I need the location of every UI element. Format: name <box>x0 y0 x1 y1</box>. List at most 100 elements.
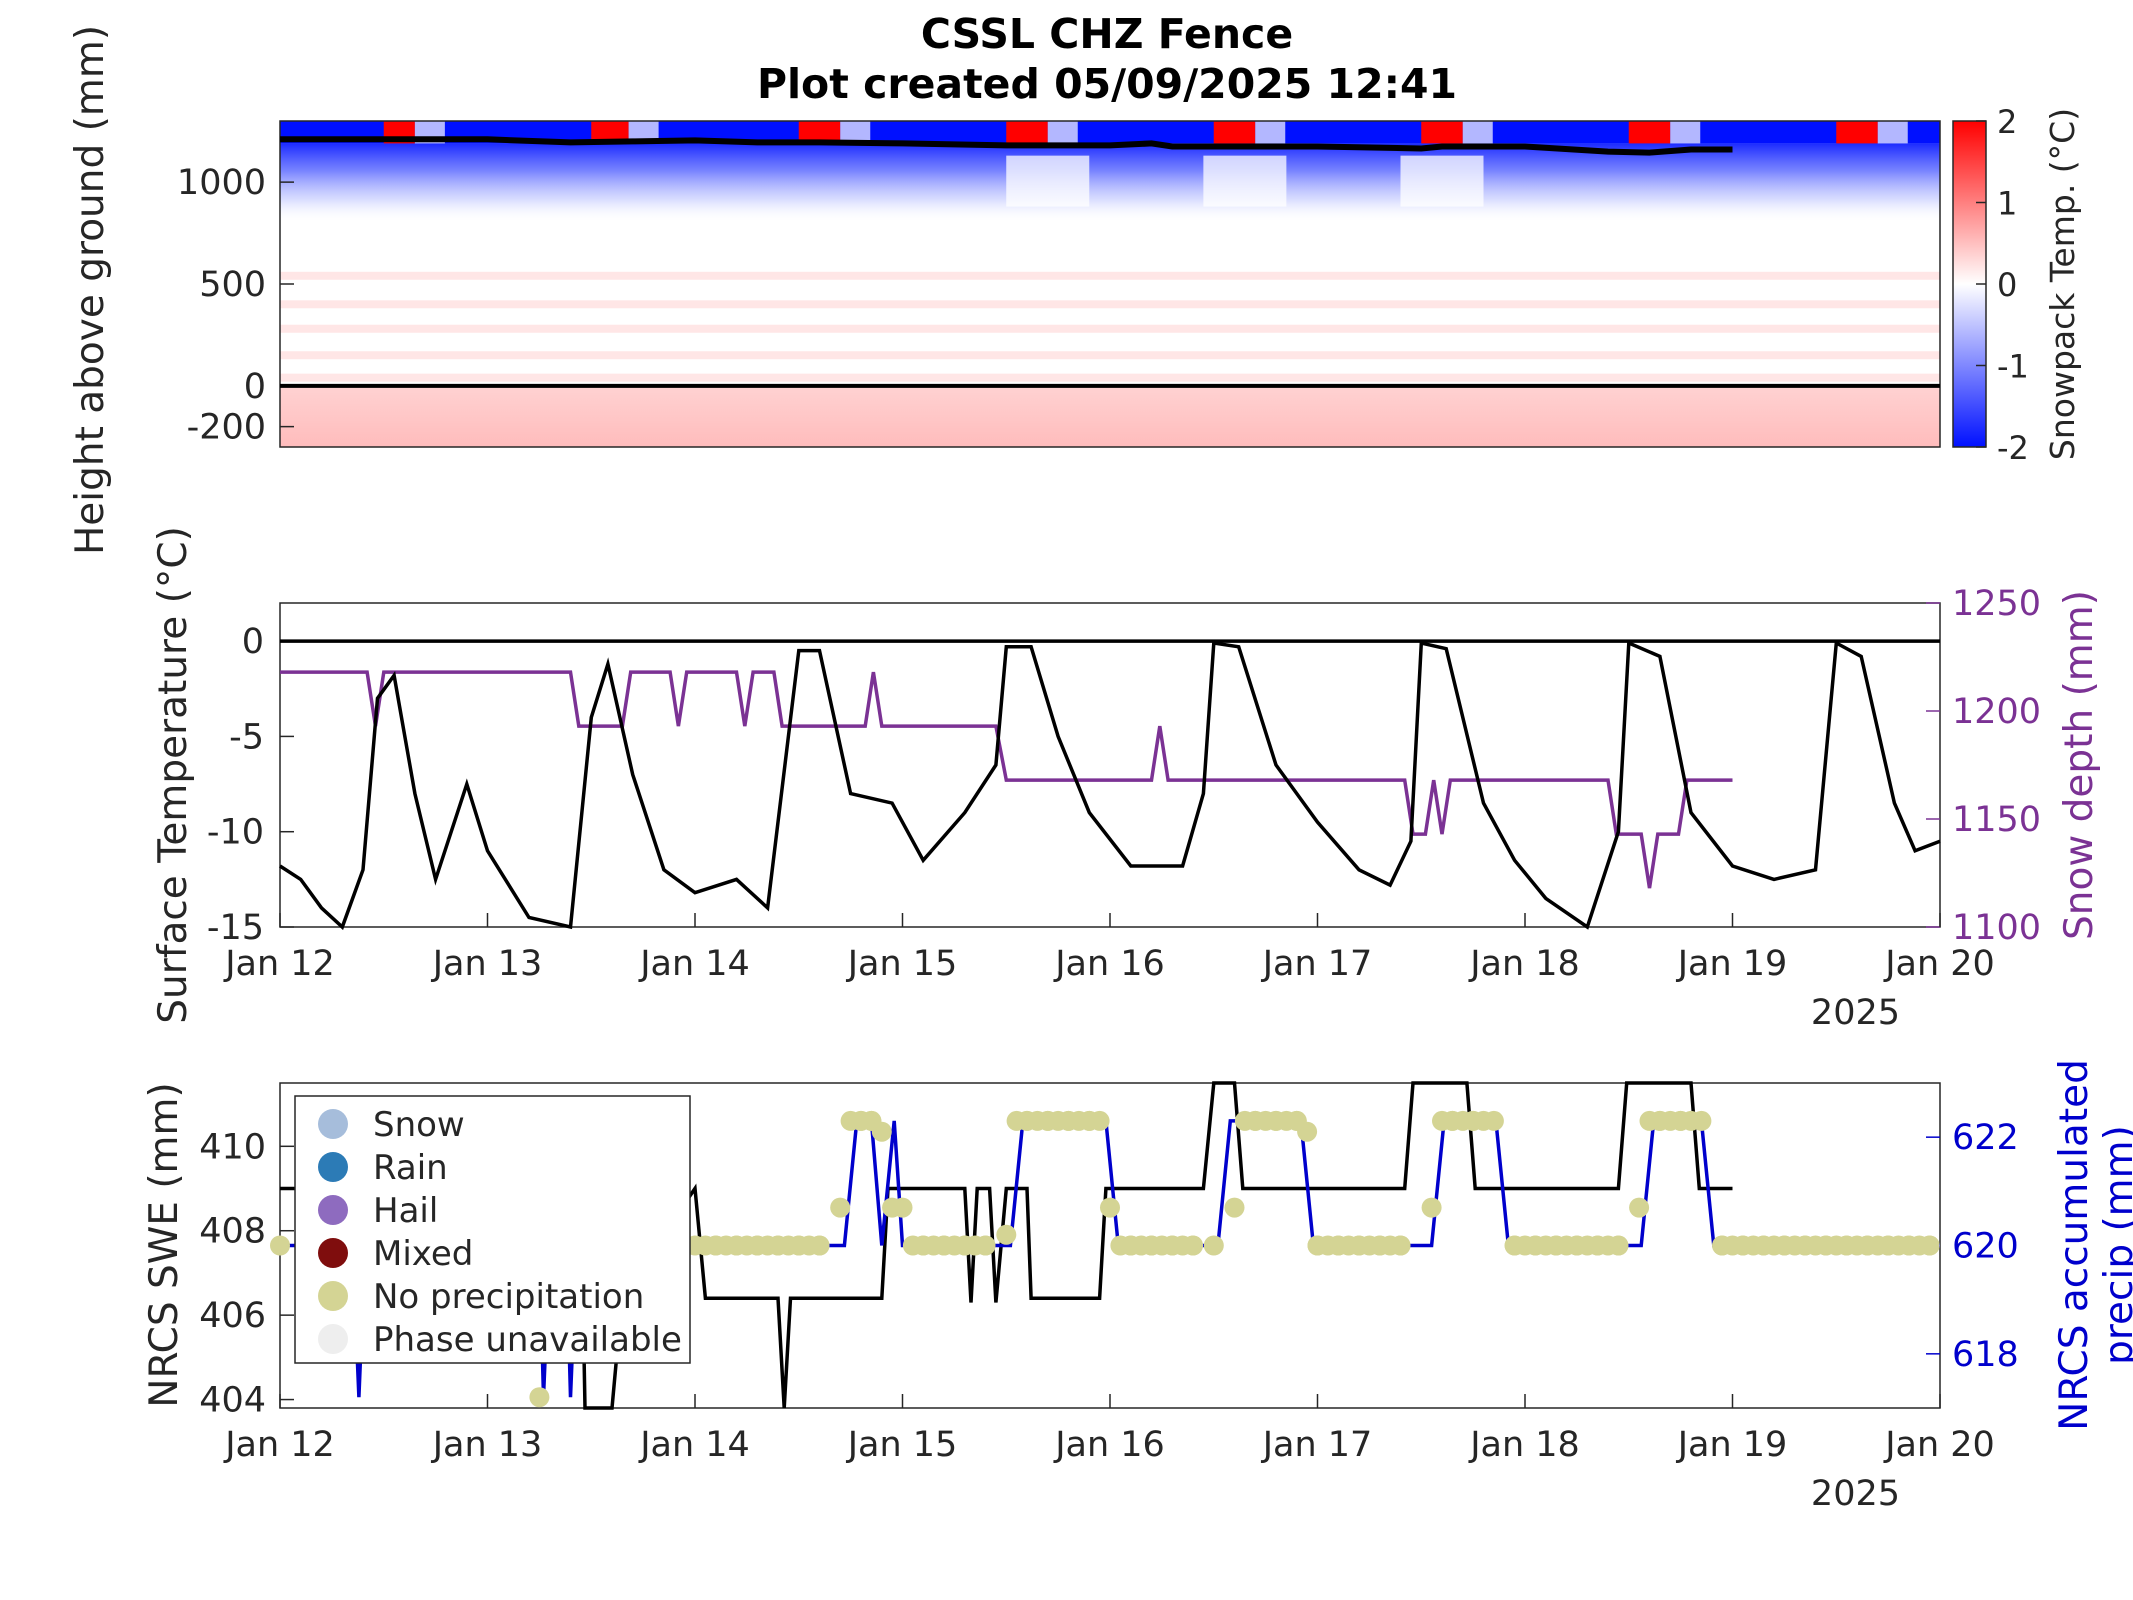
panel2-x-tick-label-7: Jan 19 <box>1676 944 1788 984</box>
heatmap-warm-line-0 <box>280 271 1940 280</box>
colorbar-tick-label-4: -2 <box>1997 429 2029 467</box>
colorbar-tick-label-2: 0 <box>1997 266 2017 304</box>
legend-marker-4 <box>318 1281 348 1311</box>
no-precip-fill-marker-96 <box>861 1110 882 1131</box>
accum-precip-y-tick-label-2: 618 <box>1952 1335 2019 1375</box>
colorbar-ticks: 2 1 0 -1 -2 <box>1976 103 2029 467</box>
heatmap-y-label: Height above ground (mm) <box>68 25 113 555</box>
panel3-x-tick-label-7: Jan 19 <box>1676 1425 1788 1465</box>
swe-y-tick-label-1: 408 <box>199 1212 266 1252</box>
accum-precip-y-ticks: 622 620 618 <box>1926 1118 2019 1375</box>
surface-temperature-line <box>279 640 1941 931</box>
no-precip-fill-marker-93 <box>1681 1110 1701 1131</box>
warm-block-7 <box>1836 121 1878 144</box>
panel2-x-tick-label-3: Jan 15 <box>846 944 958 984</box>
heatmap-warm-line-3 <box>280 351 1940 360</box>
heatmap-bands <box>280 121 1940 447</box>
no-precip-fill-marker-27 <box>1183 1235 1203 1256</box>
chart-subtitle: Plot created 05/09/2025 12:41 <box>757 60 1457 108</box>
snow-depth-y-tick-label-2: 1150 <box>1952 800 2041 840</box>
snow-depth-y-tick-label-0: 1250 <box>1952 584 2041 624</box>
colorbar-tick-label-1: 1 <box>1997 185 2017 223</box>
swe-y-tick-label-3: 404 <box>199 1381 266 1421</box>
legend-label-4: No precipitation <box>373 1277 644 1317</box>
colorbar-label: Snowpack Temp. (°C) <box>2043 108 2082 460</box>
ground-warm-band <box>280 385 1940 447</box>
accum-precip-y-label-line2: precip (mm) <box>2097 1125 2133 1365</box>
warm-block-1 <box>591 121 629 144</box>
accum-precip-y-tick-label-1: 620 <box>1952 1227 2019 1267</box>
heatmap-warm-line-2 <box>280 324 1940 333</box>
cold-band-fade <box>280 143 1940 223</box>
snow-depth-y-tick-label-1: 1200 <box>1952 692 2041 732</box>
legend-box <box>294 1095 691 1364</box>
no-precip-marker-18 <box>996 1224 1017 1245</box>
heatmap-y-tick-label-1: 500 <box>199 265 266 305</box>
panel3-x-tick-label-4: Jan 16 <box>1053 1425 1165 1465</box>
warm-block-edge-3 <box>1047 121 1078 144</box>
no-precip-markers <box>270 1110 1940 1408</box>
warm-block-edge-1 <box>628 121 659 144</box>
legend-label-2: Hail <box>373 1191 438 1231</box>
snow-surface-line <box>280 136 1733 156</box>
panel3-x-tick-label-0: Jan 12 <box>223 1425 335 1465</box>
panel3-x-tick-label-2: Jan 14 <box>638 1425 750 1465</box>
no-precip-marker-64 <box>529 1387 550 1408</box>
no-precip-marker-29 <box>1224 1197 1245 1218</box>
snow-depth-y-label: Snow depth (mm) <box>2057 590 2102 940</box>
panel2-x-tick-label-1: Jan 13 <box>431 944 543 984</box>
surface-temp-y-tick-label-3: -15 <box>207 908 264 948</box>
colorbar-tick-label-3: -1 <box>1997 348 2029 386</box>
panel3-year-label: 2025 <box>1811 1474 1900 1514</box>
snow-depth-y-ticks: 1250 1200 1150 1100 <box>1926 584 2041 948</box>
heatmap-y-tick-label-0: 1000 <box>177 163 266 203</box>
no-precip-marker-23 <box>1100 1197 1120 1218</box>
surface-temp-y-tick-label-1: -5 <box>229 717 264 757</box>
panel2-x-tick-label-6: Jan 18 <box>1468 944 1580 984</box>
legend-label-0: Snow <box>373 1105 465 1145</box>
no-precip-fill-marker-88 <box>1473 1110 1494 1131</box>
no-precip-marker-13 <box>892 1197 913 1218</box>
swe-y-ticks: 410 408 406 404 <box>199 1127 294 1421</box>
no-precip-marker-0 <box>270 1235 290 1256</box>
heatmap-y-ticks: 1000 500 0-200 <box>177 163 294 448</box>
warm-block-5 <box>1421 121 1463 144</box>
no-precip-marker-28 <box>1203 1235 1224 1256</box>
warm-block-6 <box>1628 121 1671 144</box>
warm-block-edge-5 <box>1462 121 1493 144</box>
swe-y-tick-label-0: 410 <box>199 1127 266 1167</box>
swe-y-tick-label-2: 406 <box>199 1296 266 1336</box>
legend-marker-2 <box>318 1195 348 1225</box>
swe-y-label: NRCS SWE (mm) <box>142 1082 187 1407</box>
heatmap-warm-gap-1 <box>1203 155 1287 207</box>
legend-label-3: Mixed <box>373 1234 473 1274</box>
panel3-x-ticks: Jan 12 Jan 13 Jan 14 Jan 15 Jan 16 Jan 17 Jan … <box>223 1394 1995 1465</box>
no-precip-fill-marker-36 <box>1390 1235 1411 1256</box>
no-precip-fill-marker-83 <box>1286 1110 1307 1131</box>
panel3-x-tick-label-1: Jan 13 <box>431 1425 543 1465</box>
snow-depth-y-tick-label-3: 1100 <box>1952 908 2041 948</box>
accum-precip-y-label-line1: NRCS accumulated <box>2052 1059 2097 1431</box>
legend-marker-0 <box>318 1109 348 1139</box>
panel2-x-tick-label-5: Jan 17 <box>1261 944 1373 984</box>
no-precip-fill-marker-47 <box>1608 1235 1629 1256</box>
heatmap-warm-gap-2 <box>1400 155 1484 207</box>
warm-block-edge-4 <box>1255 121 1286 144</box>
no-precip-marker-49 <box>1629 1197 1650 1218</box>
panel3-x-tick-label-6: Jan 18 <box>1468 1425 1580 1465</box>
heatmap-warm-line-4 <box>280 373 1940 382</box>
legend-marker-3 <box>318 1238 348 1268</box>
panel3-x-tick-label-8: Jan 20 <box>1883 1425 1995 1465</box>
panel2-frame <box>279 602 1941 928</box>
warm-block-edge-7 <box>1877 121 1908 144</box>
panel2-x-tick-label-4: Jan 16 <box>1053 944 1165 984</box>
legend-label-1: Rain <box>373 1148 448 1188</box>
panel2-year-label: 2025 <box>1811 993 1900 1033</box>
colorbar-tick-label-0: 2 <box>1997 103 2017 141</box>
warm-block-4 <box>1213 121 1256 144</box>
chart-title: CSSL CHZ Fence <box>921 10 1293 58</box>
